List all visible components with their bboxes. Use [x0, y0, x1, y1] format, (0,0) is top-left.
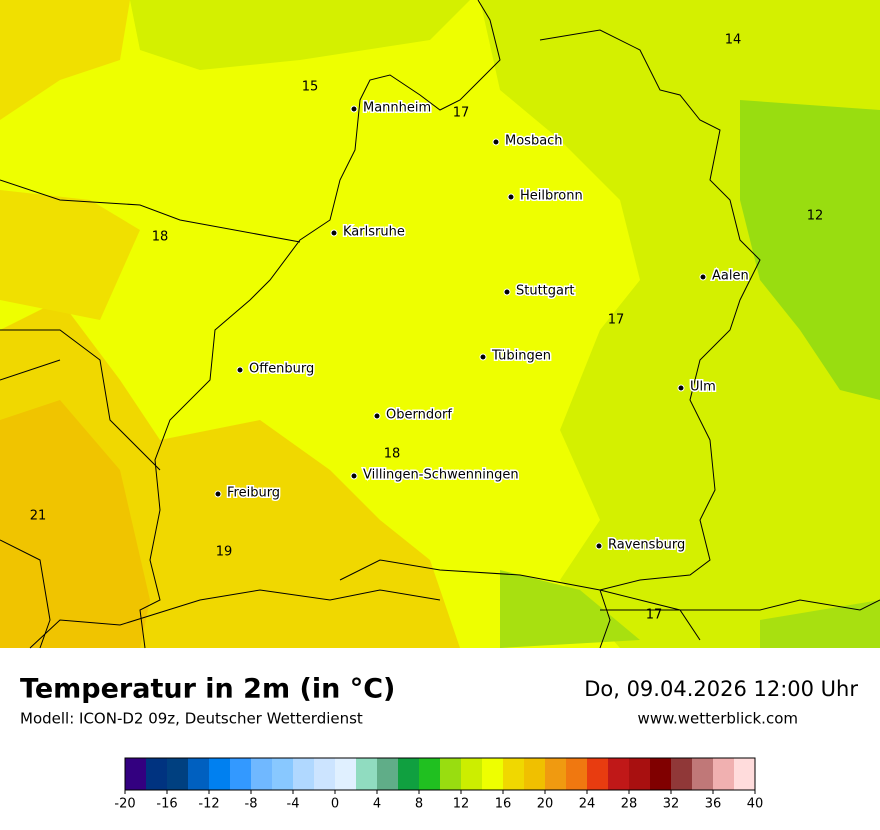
colorbar-tick-label: -4 [287, 797, 300, 812]
temperature-label: 18 [384, 447, 401, 462]
temperature-label: 14 [725, 33, 742, 48]
colorbar-tick-label: -16 [156, 797, 177, 812]
temperature-label: 18 [152, 230, 169, 245]
temperature-labels: 15 17 14 12 18 17 18 21 19 17 [30, 33, 824, 623]
colorbar-swatch [356, 758, 378, 790]
temperature-label: 19 [216, 545, 233, 560]
city-label: Villingen-Schwenningen [363, 468, 519, 483]
colorbar-tick-label: 12 [453, 797, 470, 812]
colorbar-swatch [671, 758, 693, 790]
colorbar-swatch [335, 758, 357, 790]
city-dot [479, 353, 487, 361]
city-dot [373, 412, 381, 420]
warm-area [0, 400, 150, 648]
cold-area [740, 100, 880, 400]
colorbar-swatch [125, 758, 147, 790]
city-label: Mosbach [505, 134, 563, 149]
colorbar-tick-label: 24 [579, 797, 596, 812]
colorbar-swatch [608, 758, 630, 790]
colorbar-tick-label: -20 [114, 797, 135, 812]
city-label: Offenburg [249, 362, 314, 377]
city-label: Stuttgart [516, 284, 574, 299]
colorbar-swatch [398, 758, 420, 790]
colorbar-tick-label: 0 [331, 797, 339, 812]
city-dot [236, 366, 244, 374]
temperature-label: 17 [646, 608, 663, 623]
cold-area [500, 570, 880, 648]
colorbar-swatch [461, 758, 483, 790]
city-dot [330, 229, 338, 237]
city-label: Mannheim [363, 101, 431, 116]
colorbar-tick-label: 40 [747, 797, 764, 812]
city-dot [350, 472, 358, 480]
temperature-label: 15 [302, 80, 319, 95]
temperature-label: 17 [453, 106, 470, 121]
datetime: Do, 09.04.2026 12:00 Uhr [584, 677, 858, 701]
temperature-label: 21 [30, 509, 47, 524]
colorbar-swatch [482, 758, 504, 790]
temperature-label: 12 [807, 209, 824, 224]
city-dot [595, 542, 603, 550]
colorbar-swatch [524, 758, 546, 790]
cities: Mannheim Mosbach Heilbronn Karlsruhe Aalen St… [214, 99, 750, 554]
city-label: Ravensburg [608, 538, 685, 553]
colorbar-swatch [545, 758, 567, 790]
colorbar-swatch [188, 758, 210, 790]
colorbar-swatch [713, 758, 735, 790]
colorbar-swatch [293, 758, 315, 790]
colorbar: -20 -16 -12 -8 -4 0 4 8 12 16 20 24 28 32 36 40 [114, 757, 764, 812]
temperature-label: 17 [608, 313, 625, 328]
colorbar-tick-label: 8 [415, 797, 423, 812]
colorbar-swatch [167, 758, 189, 790]
website: www.wetterblick.com [638, 710, 798, 728]
colorbar-tick-label: 32 [663, 797, 680, 812]
colorbar-tick-label: 20 [537, 797, 554, 812]
city-dot [214, 490, 222, 498]
city-label: Oberndorf [386, 408, 452, 423]
city-label: Ulm [690, 380, 716, 395]
city-label: Aalen [712, 269, 749, 284]
colorbar-swatch [272, 758, 294, 790]
colorbar-tick-label: 16 [495, 797, 512, 812]
colorbar-swatch [440, 758, 462, 790]
warm-area [0, 0, 140, 320]
colorbar-swatch [587, 758, 609, 790]
title: Temperatur in 2m (in °C) [20, 674, 395, 705]
city-dot [503, 288, 511, 296]
cool-area [130, 0, 470, 70]
borders [0, 0, 880, 649]
colorbar-tick-label: -12 [198, 797, 219, 812]
map [0, 0, 880, 649]
colorbar-tick-label: 28 [621, 797, 638, 812]
city-label: Heilbronn [520, 189, 583, 204]
subtitle: Modell: ICON-D2 09z, Deutscher Wetterdie… [20, 710, 363, 728]
colorbar-tick-label: 36 [705, 797, 722, 812]
colorbar-swatch [230, 758, 252, 790]
colorbar-swatch [629, 758, 651, 790]
city-label: Tübingen [491, 349, 551, 364]
colorbar-swatch [314, 758, 336, 790]
city-dot [507, 193, 515, 201]
colorbar-swatch [377, 758, 399, 790]
colorbar-tick-label: 4 [373, 797, 381, 812]
colorbar-swatch [692, 758, 714, 790]
colorbar-swatch [251, 758, 273, 790]
colorbar-swatch [209, 758, 231, 790]
colorbar-swatch [734, 758, 756, 790]
colorbar-tick-label: -8 [245, 797, 258, 812]
city-dot [350, 105, 358, 113]
city-dot [699, 273, 707, 281]
city-dot [492, 138, 500, 146]
city-dot [677, 384, 685, 392]
city-label: Karlsruhe [343, 225, 405, 240]
colorbar-swatch [419, 758, 441, 790]
colorbar-frame [124, 757, 756, 791]
colorbar-swatch [503, 758, 525, 790]
city-label: Freiburg [227, 486, 280, 501]
colorbar-swatch [146, 758, 168, 790]
colorbar-swatch [650, 758, 672, 790]
colorbar-swatch [566, 758, 588, 790]
